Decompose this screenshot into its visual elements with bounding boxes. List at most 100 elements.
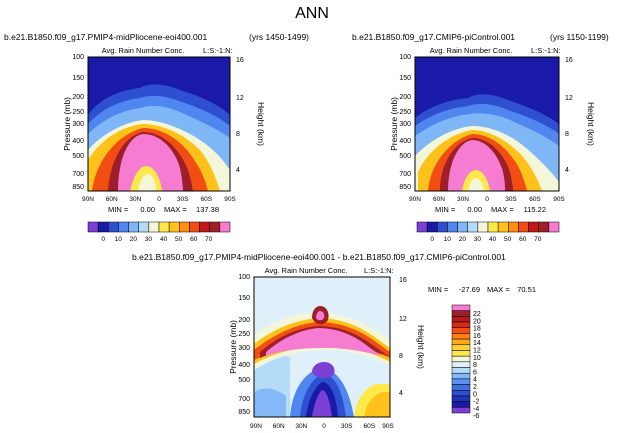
colorbar-tick-label: 50 — [504, 236, 512, 243]
colorbar-swatch — [451, 361, 471, 368]
colorbar-swatch — [158, 221, 170, 233]
panel-left-title: b.e21.B1850.f09_g17.PMIP4-midPliocene-eo… — [4, 32, 207, 42]
contour-low-core-2 — [138, 174, 156, 191]
colorbar-swatch — [426, 221, 438, 233]
y-tick-label: 100 — [238, 274, 250, 281]
colorbar-swatch — [447, 221, 458, 233]
y-tick-label: 200 — [72, 94, 84, 101]
height-tick-label: 12 — [565, 95, 573, 102]
height-tick-label: 16 — [565, 57, 573, 64]
colorbar-tick-label: 70 — [205, 236, 213, 243]
x-tick-label: 60N — [433, 196, 445, 203]
panel-center-title: Avg. Rain Number Conc. — [430, 46, 513, 55]
min-value: -27.69 — [459, 285, 480, 294]
height-tick-label: 12 — [236, 95, 244, 102]
colorbar-tick-label: 60 — [190, 236, 198, 243]
colorbar-tick-label: 10 — [115, 236, 123, 243]
heatmap-field — [88, 57, 230, 191]
colorbar-tick-label: 0 — [473, 391, 477, 398]
x-tick-label: 30N — [129, 196, 141, 203]
contour-left-wedge — [254, 388, 286, 417]
y-tick-label: 500 — [72, 153, 84, 160]
height-axis-label: Height (km) — [256, 102, 266, 146]
colorbar-ticks: 0 10 20 30 40 50 60 70 — [430, 236, 541, 243]
x-tick-label: 90N — [409, 196, 421, 203]
y-tick-label: 500 — [399, 153, 411, 160]
x-tick-label: 60S — [529, 196, 541, 203]
colorbar-tick-label: -6 — [473, 413, 479, 420]
y-tick-label: 250 — [238, 331, 250, 338]
panel-right-subtitle: L:S:-1:N: — [531, 46, 561, 55]
colorbar-swatch — [451, 310, 471, 317]
colorbar-swatch — [548, 221, 560, 233]
x-tick-label: 90N — [250, 423, 262, 430]
colorbar-swatch — [451, 355, 471, 363]
y-axis-label: Pressure (mb) — [389, 97, 399, 151]
contour-level-6 — [266, 328, 382, 356]
height-tick-label: 16 — [399, 277, 407, 284]
panel-left-title: b.e21.B1850.f09_g17.PMIP4-midPliocene-eo… — [132, 252, 506, 262]
colorbar-ticks: 22 20 18 16 14 12 10 8 6 4 2 0 -2 -4 -6 — [473, 311, 481, 420]
height-tick-label: 4 — [565, 167, 569, 174]
colorbar-swatch — [128, 221, 139, 233]
colorbar-swatch — [508, 221, 519, 233]
y-tick-label: 250 — [72, 109, 84, 116]
colorbar-swatch — [209, 221, 221, 233]
y-tick-label: 250 — [399, 109, 411, 116]
height-axis-label: Height (km) — [416, 325, 426, 369]
height-tick-label: 8 — [399, 353, 403, 360]
colorbar-swatch — [97, 221, 109, 233]
colorbar-swatch — [451, 384, 471, 391]
contour-level-8 — [448, 140, 505, 191]
colorbar-tick-label: 0 — [101, 236, 105, 243]
height-tick-label: 8 — [565, 131, 569, 138]
y-tick-label: 700 — [399, 171, 411, 178]
colorbar-swatch — [199, 221, 210, 233]
max-value: 115.22 — [524, 205, 546, 214]
y-axis-label: Pressure (mb) — [228, 320, 238, 374]
min-value: 0.00 — [140, 205, 155, 214]
contour-level-8 — [118, 134, 183, 191]
colorbar-tick-label: 20 — [473, 318, 481, 325]
colorbar-swatch — [451, 333, 471, 340]
contour-low-core-2 — [468, 178, 484, 191]
panel-right-subtitle: L:S:-1:N: — [203, 46, 233, 55]
colorbar-tick-label: 18 — [473, 326, 481, 333]
colorbar-swatch — [451, 344, 471, 351]
x-tick-label: 30N — [295, 423, 307, 430]
height-tick-label: 16 — [236, 57, 244, 64]
colorbar-swatch — [497, 221, 509, 233]
y-axis-label: Pressure (mb) — [62, 97, 72, 151]
colorbar-swatch — [518, 221, 529, 233]
colorbar-swatch — [477, 221, 489, 233]
colorbar-swatch — [168, 221, 180, 233]
plot-frame — [253, 276, 391, 418]
colorbar-tick-label: 70 — [534, 236, 542, 243]
y-tick-label: 300 — [72, 121, 84, 128]
colorbar-tick-label: 2 — [473, 384, 477, 391]
min-value: 0.00 — [467, 205, 482, 214]
colorbar-swatch — [148, 221, 160, 233]
max-label: MAX = — [164, 205, 187, 214]
colorbar-swatch — [189, 221, 200, 233]
plot-frame — [414, 56, 560, 192]
y-tick-label: 400 — [399, 138, 411, 145]
y-tick-label: 700 — [238, 396, 250, 403]
y-tick-label: 200 — [399, 94, 411, 101]
panel-right-subtitle: L:S:-1:N: — [364, 266, 394, 275]
contour-top-blob-core — [316, 311, 325, 321]
colorbar-swatch — [138, 221, 150, 233]
height-tick-label: 12 — [399, 316, 407, 323]
colorbar-swatch — [451, 395, 471, 402]
colorbar-swatch — [451, 367, 471, 374]
colorbar — [87, 221, 231, 233]
x-tick-label: 0 — [322, 423, 326, 430]
panel-bottom: b.e21.B1850.f09_g17.PMIP4-midPliocene-eo… — [132, 252, 536, 430]
colorbar — [451, 304, 471, 414]
page-title: ANN — [295, 5, 329, 22]
colorbar-swatch — [451, 372, 471, 380]
contour-negative-4 — [312, 390, 332, 417]
colorbar-swatch — [467, 221, 479, 233]
panel-top-left: b.e21.B1850.f09_g17.PMIP4-midPliocene-eo… — [4, 32, 309, 243]
